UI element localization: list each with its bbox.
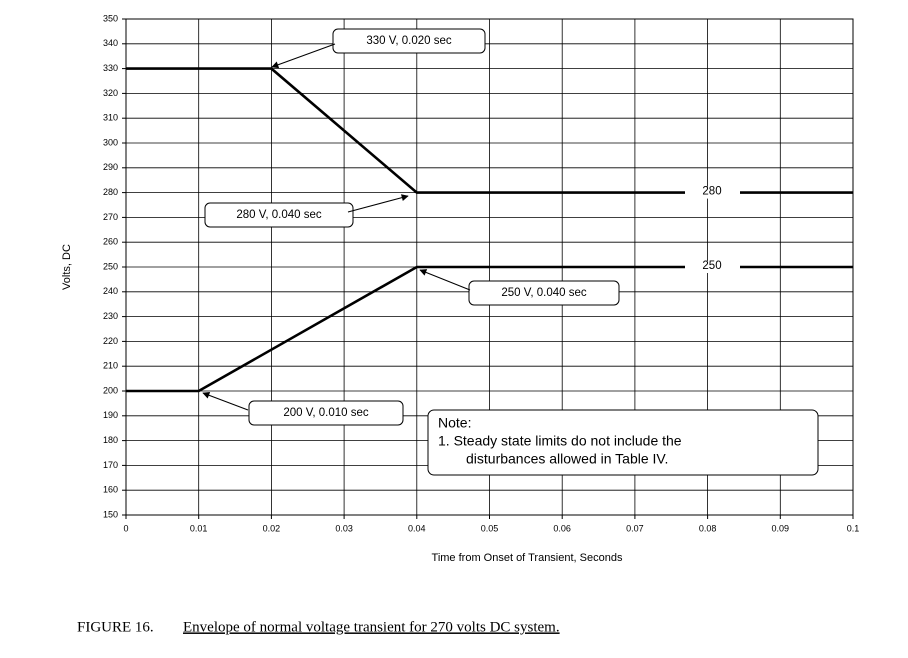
caption-text: Envelope of normal voltage transient for…	[183, 619, 560, 635]
annotation: 250 V, 0.040 sec	[501, 287, 587, 299]
y-tick-label: 230	[103, 311, 118, 321]
y-tick-label: 240	[103, 286, 118, 296]
y-tick-label: 170	[103, 460, 118, 470]
y-tick-label: 200	[103, 385, 118, 395]
annotation: 330 V, 0.020 sec	[366, 35, 452, 47]
y-tick-label: 180	[103, 435, 118, 445]
note-line: 1. Steady state limits do not include th…	[438, 433, 682, 449]
annotation-arrow	[347, 194, 409, 213]
y-tick-label: 260	[103, 237, 118, 247]
y-tick-label: 330	[103, 63, 118, 73]
y-tick-label: 280	[103, 187, 118, 197]
annotation-arrow	[202, 391, 249, 411]
x-tick-label: 0.07	[626, 523, 644, 533]
y-axis-title: Volts, DC	[61, 244, 73, 290]
x-tick-label: 0.04	[408, 523, 426, 533]
annotation: 200 V, 0.010 sec	[283, 407, 369, 419]
x-tick-label: 0.01	[190, 523, 208, 533]
y-tick-label: 150	[103, 509, 118, 519]
x-tick-label: 0.09	[772, 523, 790, 533]
note-line: Note:	[438, 415, 471, 431]
series-line	[126, 265, 853, 393]
y-tick-label: 320	[103, 88, 118, 98]
x-axis-title: Time from Onset of Transient, Seconds	[432, 552, 623, 564]
label-gap	[685, 261, 740, 273]
y-tick-label: 160	[103, 485, 118, 495]
annotation: 280 V, 0.040 sec	[236, 209, 322, 221]
note-line: disturbances allowed in Table IV.	[466, 451, 668, 467]
y-tick-label: 250	[103, 261, 118, 271]
x-tick-label: 0.08	[699, 523, 717, 533]
annotation-arrow	[419, 269, 471, 291]
y-tick-label: 210	[103, 361, 118, 371]
y-tick-label: 310	[103, 113, 118, 123]
x-tick-label: 0.03	[335, 523, 353, 533]
y-tick-label: 350	[103, 13, 118, 23]
x-tick-label: 0.02	[263, 523, 281, 533]
caption-label: FIGURE 16.	[77, 619, 154, 635]
y-tick-label: 340	[103, 38, 118, 48]
x-tick-label: 0.06	[553, 523, 571, 533]
y-tick-label: 290	[103, 162, 118, 172]
note-box	[427, 409, 819, 476]
y-tick-label: 190	[103, 410, 118, 420]
x-tick-label: 0.05	[481, 523, 499, 533]
y-tick-label: 220	[103, 336, 118, 346]
y-tick-label: 270	[103, 212, 118, 222]
series-label: 280	[702, 186, 721, 198]
annotation-box	[204, 202, 354, 228]
x-tick-label: 0.1	[847, 523, 860, 533]
y-tick-label: 300	[103, 137, 118, 147]
annotation-box	[248, 400, 404, 426]
series-label: 250	[702, 260, 721, 272]
annotation-box	[468, 280, 620, 306]
annotation-box	[332, 28, 486, 54]
label-gap	[685, 186, 740, 199]
series-line	[126, 67, 853, 194]
x-tick-label: 0	[123, 523, 128, 533]
annotation-arrow	[271, 43, 336, 69]
